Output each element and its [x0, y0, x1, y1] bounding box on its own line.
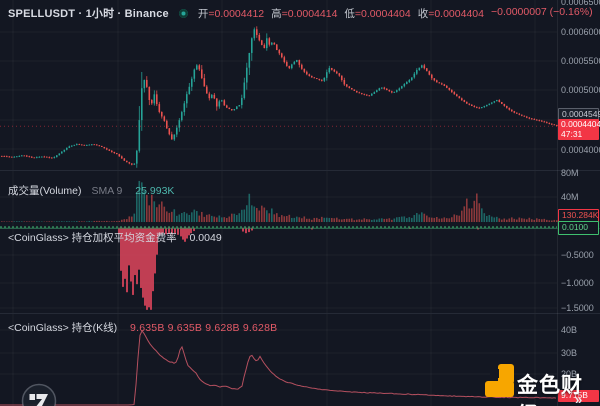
high-label: 高: [271, 7, 282, 20]
volume-value: 25.993K: [135, 185, 175, 197]
oi-values: 9.635B 9.635B 9.628B 9.628B: [130, 322, 278, 334]
funding-value: 0.0049: [189, 232, 222, 244]
funding-legend: <CoinGlass> 持仓加权平均资金费率 0.0049: [8, 230, 222, 245]
close-value: =0.0004404: [428, 7, 484, 20]
change-value: −0.0000007 (−0.16%): [490, 5, 593, 18]
oi-badge: 9.715B: [558, 390, 599, 402]
price-tick: 0.0005500: [561, 56, 600, 66]
volume-legend: 成交量(Volume) SMA 9 25.993K: [8, 183, 174, 198]
price-tick: 0.0006000: [561, 27, 600, 37]
oi-legend-title[interactable]: <CoinGlass> 持仓(K线): [8, 322, 118, 334]
close-label: 收: [417, 7, 429, 20]
volume-tick: 40M: [561, 192, 579, 202]
golden-finance-brand: 金色财经: [517, 374, 583, 406]
oi-legend: <CoinGlass> 持仓(K线) 9.635B 9.635B 9.628B …: [8, 320, 277, 335]
price-tick: 0.0006500: [561, 0, 600, 7]
open-label: 开: [197, 7, 209, 20]
chart-header: SPELLUSDT · 1小时 · Binance 开=0.0004412 高=…: [8, 5, 593, 21]
go-to-realtime-icon[interactable]: »: [575, 392, 583, 406]
funding-tick: −0.5000: [561, 250, 594, 260]
open-value: =0.0004412: [208, 7, 265, 20]
volume-legend-title[interactable]: 成交量(Volume): [8, 185, 82, 197]
current-price: 0.0004404: [561, 119, 600, 129]
oi-tick: 40B: [561, 325, 578, 335]
funding-badge: 0.0100: [558, 221, 599, 235]
low-value: =0.0004404: [354, 7, 411, 20]
volume-tick: 80M: [561, 168, 579, 178]
symbol-title[interactable]: SPELLUSDT · 1小时 · Binance: [8, 8, 169, 20]
bar-countdown: 47:31: [561, 128, 583, 139]
price-tick: 0.0005000: [561, 85, 600, 95]
low-label: 低: [344, 7, 355, 20]
price-tick: 0.0004000: [561, 145, 600, 155]
volume-ma-label: SMA 9: [91, 185, 123, 197]
oi-tick: 20B: [561, 369, 578, 379]
funding-legend-title[interactable]: <CoinGlass> 持仓加权平均资金费率: [8, 232, 177, 244]
ohlc-values: 开=0.0004412 高=0.0004414 低=0.0004404 收=0.…: [198, 6, 593, 21]
market-status-icon[interactable]: [178, 8, 188, 18]
current-price-badge: 0.0004404 47:31: [558, 119, 600, 140]
funding-tick: −1.5000: [561, 303, 594, 313]
high-value: =0.0004414: [281, 7, 338, 20]
funding-tick: −1.0000: [561, 278, 594, 288]
oi-tick: 30B: [561, 348, 578, 358]
